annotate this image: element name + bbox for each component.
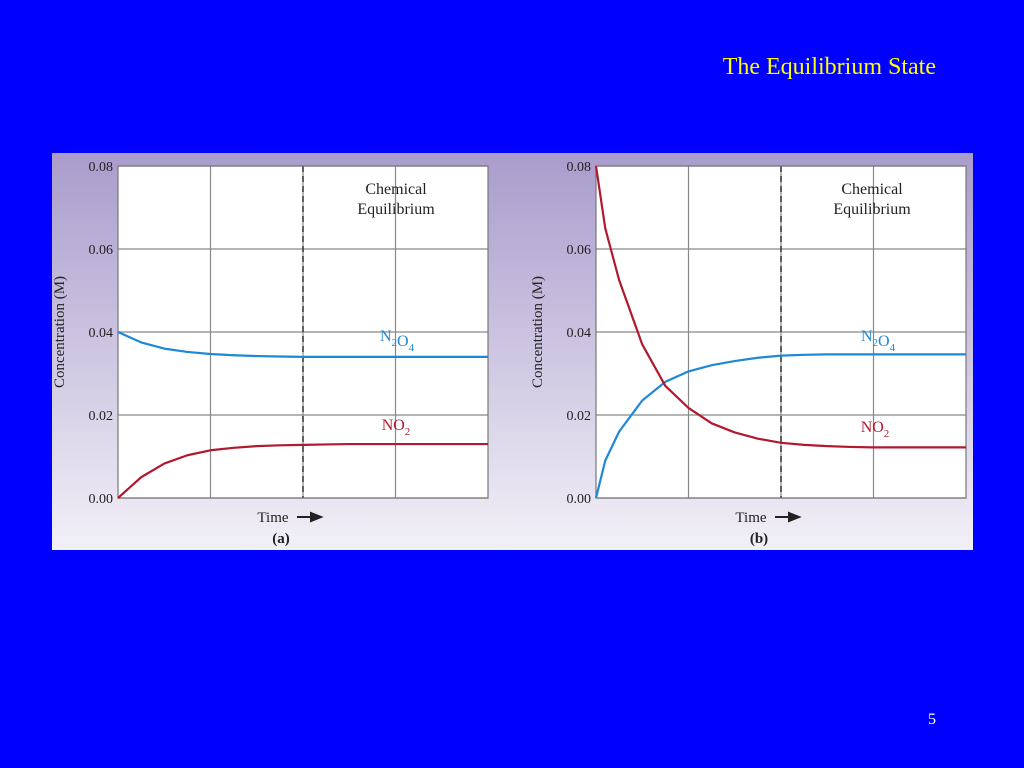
series-line (594, 165, 966, 449)
slide-title: The Equilibrium State (723, 54, 936, 80)
annotation: Equilibrium (833, 201, 911, 218)
annotation: Chemical (365, 181, 427, 198)
y-tick-label: 0.06 (567, 243, 592, 258)
series-line (117, 442, 488, 499)
x-axis-arrow (775, 511, 802, 523)
series-line (117, 330, 488, 358)
y-tick-label: 0.04 (89, 326, 114, 341)
y-tick-label: 0.06 (89, 243, 114, 258)
y-axis-label: Concentration (M) (530, 276, 546, 388)
y-tick-label: 0.04 (567, 326, 592, 341)
chart: 0.00 0.02 0.04 0.06 0.08 Chemical Equilibrium N… (530, 160, 967, 547)
charts: 0.00 0.02 0.04 0.06 0.08 Chemical Equilibrium N… (52, 160, 967, 547)
y-tick-label: 0.08 (89, 160, 114, 175)
x-axis-label: Time (735, 510, 766, 526)
y-tick-label: 0.02 (89, 409, 114, 424)
series-label: N2O4 (380, 328, 415, 354)
y-tick-label: 0.00 (89, 492, 114, 507)
x-axis-arrow (297, 511, 324, 523)
series-label: NO2 (382, 417, 411, 438)
annotation: Chemical (841, 181, 903, 198)
panel-label: (b) (750, 531, 768, 547)
series-label: N2O4 (861, 328, 896, 354)
plot-frame (595, 165, 967, 499)
page-number: 5 (928, 711, 936, 728)
annotation: Equilibrium (357, 201, 435, 218)
series-label: NO2 (861, 419, 890, 440)
y-tick-label: 0.08 (567, 160, 592, 175)
y-tick-label: 0.00 (567, 492, 592, 507)
x-axis-label: Time (257, 510, 288, 526)
y-axis-label: Concentration (M) (52, 276, 68, 388)
chart: 0.00 0.02 0.04 0.06 0.08 Chemical Equilibrium N… (52, 160, 489, 547)
panel-label: (a) (272, 531, 290, 547)
series-line (594, 353, 966, 499)
y-tick-label: 0.02 (567, 409, 592, 424)
